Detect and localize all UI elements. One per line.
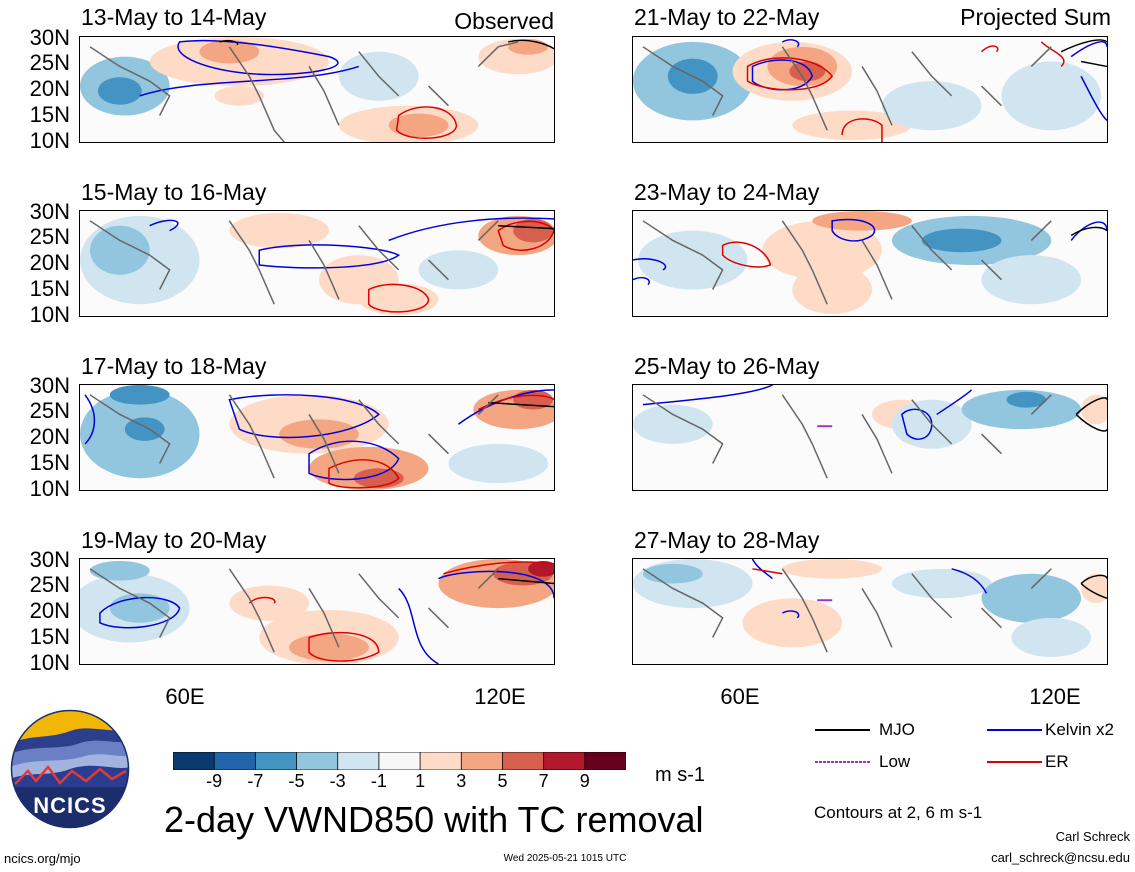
lat-label-15n: 15N (29, 102, 70, 127)
lat-label-30n: 30N (29, 373, 70, 398)
colorbar-tick-label: -5 (288, 771, 305, 791)
footer-email: carl_schreck@ncsu.edu (991, 850, 1130, 865)
colorbar-swatch (172, 751, 216, 771)
colorbar-swatch (460, 751, 504, 771)
lat-label-20n: 20N (29, 250, 70, 275)
colorbar (172, 751, 627, 771)
panel-date-right-3: 25-May to 26-May (634, 353, 820, 379)
panel-date-left-2: 15-May to 16-May (81, 179, 267, 205)
colorbar-tick-label: 7 (538, 771, 549, 791)
footer-timestamp: Wed 2025-05-21 1015 UTC (503, 853, 627, 864)
lon-label-120e-left: 120E (474, 684, 526, 709)
colorbar-swatch (378, 751, 421, 771)
map-panel-right-1 (632, 36, 1108, 143)
lat-label-30n: 30N (29, 25, 70, 50)
lat-label-10n: 10N (29, 302, 70, 327)
lat-label-25n: 25N (29, 398, 70, 423)
map-panel-left-4 (79, 558, 555, 665)
lat-label-30n: 30N (29, 199, 70, 224)
logo-text: NCICS (33, 793, 107, 818)
colorbar-units: m s-1 (655, 764, 705, 786)
colorbar-swatch (254, 751, 298, 771)
lat-label-15n: 15N (29, 276, 70, 301)
footer-site: ncics.org/mjo (4, 851, 81, 866)
colorbar-swatch (543, 751, 586, 771)
lat-label-30n: 30N (29, 547, 70, 572)
map-panel-left-2 (79, 210, 555, 317)
lat-label-25n: 25N (29, 224, 70, 249)
colorbar-tick-label: 9 (579, 771, 590, 791)
legend: MJO Kelvin x2 Low ER (815, 720, 1130, 780)
lon-label-60e-right: 60E (720, 684, 760, 709)
colorbar-tick-label: 1 (415, 771, 426, 791)
lat-label-10n: 10N (29, 128, 70, 153)
colorbar-tick-label: 3 (456, 771, 467, 791)
colorbar-tick-label: 5 (497, 771, 508, 791)
legend-low-label: Low (879, 752, 911, 771)
colorbar-swatch (337, 751, 380, 771)
colorbar-swatch (296, 751, 339, 771)
map-panel-left-1 (79, 36, 555, 143)
legend-er-label: ER (1045, 752, 1069, 771)
panel-date-left-4: 19-May to 20-May (81, 527, 267, 553)
colorbar-swatch (213, 751, 257, 771)
map-panel-right-2 (632, 210, 1108, 317)
footer-author: Carl Schreck (1055, 829, 1130, 844)
map-panel-right-4 (632, 558, 1108, 665)
colorbar-tick-label: -9 (206, 771, 223, 791)
lat-label-10n: 10N (29, 476, 70, 501)
ncics-logo: NCICS (10, 709, 130, 829)
lat-label-20n: 20N (29, 424, 70, 449)
lat-label-25n: 25N (29, 572, 70, 597)
panel-projected-label: Projected Sum (960, 4, 1111, 30)
colorbar-tick-label: -7 (247, 771, 264, 791)
colorbar-tick-label: -3 (329, 771, 346, 791)
lon-label-60e-left: 60E (165, 684, 205, 709)
colorbar-tick-label: -1 (370, 771, 387, 791)
map-panel-right-3 (632, 384, 1108, 491)
lat-label-20n: 20N (29, 598, 70, 623)
lat-label-15n: 15N (29, 624, 70, 649)
colorbar-swatch (419, 751, 463, 771)
colorbar-swatches (172, 751, 627, 771)
colorbar-swatch (584, 751, 627, 771)
lat-label-10n: 10N (29, 650, 70, 675)
contours-note: Contours at 2, 6 m s-1 (814, 803, 983, 822)
panel-date-left-3: 17-May to 18-May (81, 353, 267, 379)
figure-title: 2-day VWND850 with TC removal (164, 799, 704, 840)
lat-label-25n: 25N (29, 50, 70, 75)
panel-observed-label: Observed (454, 8, 554, 34)
map-panel-left-3 (79, 384, 555, 491)
colorbar-swatch (502, 751, 545, 771)
panel-date-right-4: 27-May to 28-May (634, 527, 820, 553)
legend-kelvin-label: Kelvin x2 (1045, 720, 1114, 739)
legend-mjo-label: MJO (879, 720, 915, 739)
panel-date-left-1: 13-May to 14-May (81, 4, 267, 30)
panel-date-right-2: 23-May to 24-May (634, 179, 820, 205)
lat-label-15n: 15N (29, 450, 70, 475)
lat-label-20n: 20N (29, 76, 70, 101)
lon-label-120e-right: 120E (1029, 684, 1081, 709)
panel-date-right-1: 21-May to 22-May (634, 4, 820, 30)
